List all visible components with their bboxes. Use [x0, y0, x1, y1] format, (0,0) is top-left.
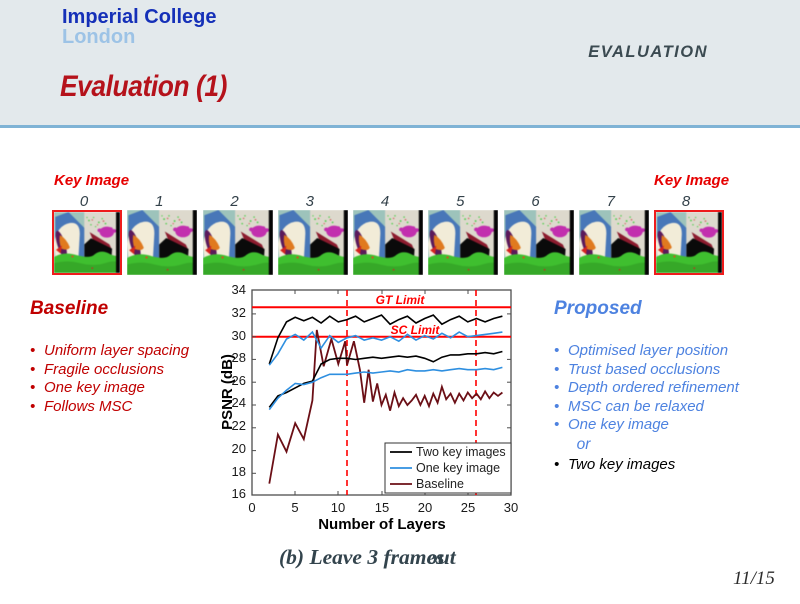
svg-text:34: 34 — [232, 282, 246, 297]
svg-text:Number of Layers: Number of Layers — [318, 516, 446, 533]
svg-text:30: 30 — [504, 500, 518, 515]
svg-text:One key image: One key image — [416, 461, 500, 475]
svg-text:16: 16 — [232, 486, 246, 501]
svg-text:0: 0 — [248, 500, 255, 515]
svg-text:5: 5 — [291, 500, 298, 515]
svg-text:SC Limit: SC Limit — [391, 323, 441, 337]
svg-text:18: 18 — [232, 464, 246, 479]
svg-text:Baseline: Baseline — [416, 477, 464, 491]
svg-text:GT Limit: GT Limit — [376, 293, 426, 307]
svg-text:20: 20 — [418, 500, 432, 515]
svg-text:15: 15 — [375, 500, 389, 515]
svg-text:Two key images: Two key images — [416, 445, 506, 459]
svg-text:10: 10 — [331, 500, 345, 515]
svg-text:25: 25 — [461, 500, 475, 515]
svg-text:20: 20 — [232, 441, 246, 456]
